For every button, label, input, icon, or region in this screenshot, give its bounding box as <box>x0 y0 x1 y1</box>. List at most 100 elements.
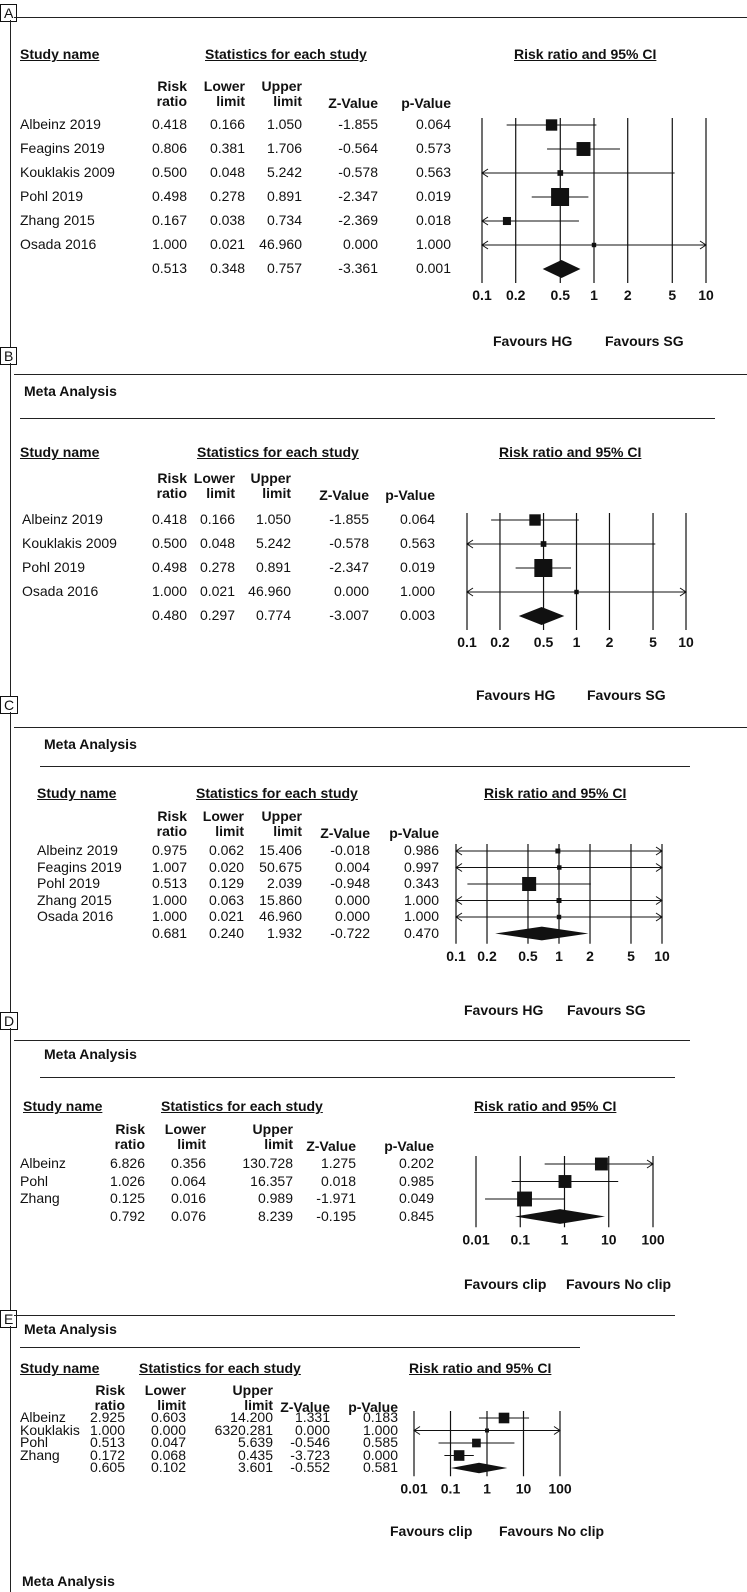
risk-ratio-cell: 0.513 <box>89 1434 125 1450</box>
lower-limit-cell: 0.021 <box>209 236 245 252</box>
panel-label: D <box>0 1012 19 1030</box>
upper-limit-cell: 130.728 <box>242 1155 293 1171</box>
tick-label: 5 <box>627 948 635 964</box>
summary-p-value-cell: 0.470 <box>403 924 439 941</box>
z-value-header: Z-Value <box>328 95 378 111</box>
upper-limit-cell: 6320.281 <box>214 1421 273 1438</box>
plot-title: Risk ratio and 95% CI <box>409 1360 552 1376</box>
lower-limit-header: Lower limit <box>202 808 244 839</box>
study-name-cell: Pohl <box>20 1434 49 1450</box>
point-estimate-marker <box>502 216 511 226</box>
z-value-cell: 1.331 <box>294 1409 330 1425</box>
study-name-cell: Albeinz 2019 <box>20 116 101 132</box>
tick-label: 0.1 <box>446 948 466 964</box>
favours-right-label: Favours SG <box>605 333 684 349</box>
point-estimate-marker <box>529 514 541 526</box>
point-estimate-marker <box>594 1157 608 1171</box>
meta-analysis-label: Meta Analysis <box>44 1046 137 1062</box>
risk-ratio-header: Risk ratio <box>156 78 187 109</box>
tick-label: 0.1 <box>457 634 477 650</box>
p-value-header: p-Value <box>385 487 435 503</box>
lower-limit-cell: 0.038 <box>209 212 245 228</box>
favours-left-label: Favours clip <box>390 1523 473 1539</box>
p-value-cell: 0.018 <box>415 212 451 228</box>
z-value-cell: -1.855 <box>338 116 378 132</box>
p-value-cell: 0.202 <box>398 1155 434 1171</box>
study-name-header: Study name <box>23 1098 103 1114</box>
upper-limit-cell: 0.989 <box>257 1190 293 1206</box>
lower-limit-cell: 0.016 <box>170 1190 206 1206</box>
study-name-cell: Albeinz 2019 <box>22 511 103 527</box>
risk-ratio-cell: 0.975 <box>151 842 187 858</box>
tick-label: 2 <box>624 287 632 303</box>
upper-limit-cell: 1.706 <box>266 140 302 156</box>
tick-label: 0.5 <box>518 948 538 964</box>
lower-limit-cell: 0.356 <box>170 1155 206 1171</box>
summary-diamond <box>450 1462 508 1474</box>
p-value-cell: 0.986 <box>403 842 439 858</box>
z-value-cell: -3.723 <box>290 1446 330 1463</box>
lower-limit-header: Lower limit <box>164 1121 206 1152</box>
study-name-cell: Osada 2016 <box>20 236 97 252</box>
upper-limit-cell: 15.860 <box>259 891 302 908</box>
panel-label: A <box>0 4 18 22</box>
p-value-cell: 0.563 <box>399 535 435 551</box>
upper-limit-header: Upper limit <box>232 1382 273 1413</box>
favours-right-label: Favours No clip <box>499 1523 605 1539</box>
study-name-cell: Albeinz <box>20 1409 66 1425</box>
study-name-cell: Osada 2016 <box>37 908 114 924</box>
p-value-cell: 0.064 <box>415 116 451 132</box>
panel-left-border <box>10 712 11 1012</box>
study-name-cell: Kouklakis <box>20 1421 80 1438</box>
z-value-cell: -0.948 <box>330 875 370 891</box>
tick-label: 0.1 <box>472 287 492 303</box>
panel-label: B <box>0 347 18 365</box>
z-value-header: Z-Value <box>306 1138 356 1154</box>
p-value-header: p-Value <box>389 825 439 841</box>
panel-label: E <box>0 1310 18 1328</box>
summary-z-value-cell: -0.552 <box>290 1459 330 1475</box>
risk-ratio-header: Risk ratio <box>156 470 187 501</box>
meta-analysis-rule <box>40 1077 675 1078</box>
risk-ratio-cell: 0.125 <box>109 1190 145 1206</box>
panel-top-rule <box>14 17 747 18</box>
statistics-header: Statistics for each study <box>205 46 367 62</box>
risk-ratio-cell: 0.498 <box>151 559 187 575</box>
point-estimate-marker <box>556 914 562 920</box>
summary-upper-limit-cell: 0.757 <box>266 260 302 276</box>
tick-label: 1 <box>561 1231 569 1247</box>
meta-analysis-rule <box>20 418 715 419</box>
ci-arrow-left <box>466 587 474 597</box>
z-value-cell: 0.000 <box>333 583 369 599</box>
summary-p-value-cell: 0.581 <box>362 1459 398 1475</box>
meta-analysis-label: Meta Analysis <box>24 383 117 399</box>
lower-limit-cell: 0.063 <box>208 891 244 908</box>
favours-left-label: Favours clip <box>464 1276 547 1292</box>
ci-arrow-left <box>481 216 489 226</box>
tick-label: 0.1 <box>511 1231 531 1247</box>
lower-limit-cell: 0.047 <box>150 1434 186 1450</box>
ci-arrow-left <box>455 863 463 872</box>
z-value-cell: 0.000 <box>334 891 370 908</box>
z-value-cell: -1.855 <box>329 511 369 527</box>
risk-ratio-cell: 0.418 <box>151 116 187 132</box>
point-estimate-marker <box>517 1191 532 1207</box>
study-name-cell: Pohl 2019 <box>22 559 86 575</box>
panel-left-border <box>10 1028 11 1310</box>
upper-limit-cell: 46.960 <box>259 908 302 924</box>
tick-label: 1 <box>590 287 598 303</box>
study-name-cell: Zhang <box>20 1446 60 1463</box>
statistics-header: Statistics for each study <box>161 1098 323 1114</box>
ci-arrow-right <box>679 587 687 597</box>
lower-limit-cell: 0.062 <box>208 842 244 858</box>
point-estimate-marker <box>576 142 591 156</box>
panel-label: C <box>0 696 19 714</box>
study-name-cell: Albeinz 2019 <box>37 842 118 858</box>
panel-top-rule <box>14 1040 690 1041</box>
lower-limit-cell: 0.129 <box>208 875 244 891</box>
footer-meta-analysis-label: Meta Analysis <box>22 1573 115 1589</box>
meta-analysis-rule <box>20 1347 580 1348</box>
ci-arrow-left <box>413 1426 421 1435</box>
risk-ratio-cell: 0.498 <box>151 188 187 204</box>
forest-plot: 0.1 0.2 0.5 1 2 5 10 <box>472 118 714 303</box>
